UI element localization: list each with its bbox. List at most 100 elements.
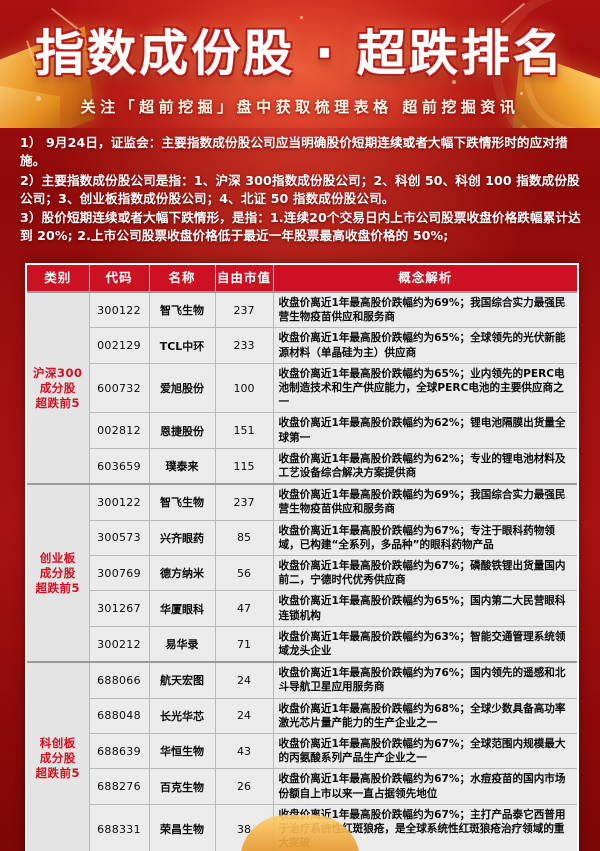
stock-name-cell: 兴齐眼药 bbox=[149, 519, 216, 556]
table-row[interactable]: 002812 恩捷股份 151 收盘价离近1年最高股价跌幅约为62%；锂电池隔膜出货量… bbox=[27, 412, 577, 449]
col-header-category: 类别 bbox=[27, 265, 90, 292]
concept-analysis-cell: 收盘价离近1年最高股价跌幅约为65%；全球领先的光伏新能源材料（单晶硅为主）供应… bbox=[273, 327, 577, 364]
banner-decoration bbox=[0, 0, 600, 128]
concept-analysis-cell: 收盘价离近1年最高股价跌幅约为65%；国内第二大民营眼科连锁机构 bbox=[273, 590, 577, 627]
free-market-cap-cell: 43 bbox=[215, 733, 274, 769]
table-row[interactable]: 300573 兴齐眼药 85 收盘价离近1年最高股价跌幅约为67%；专注于眼科药物领域… bbox=[27, 519, 577, 556]
concept-analysis-cell: 收盘价离近1年最高股价跌幅约为76%；国内领先的遥感和北斗导航卫星应用服务商 bbox=[273, 661, 577, 699]
table-row[interactable]: 603659 璞泰来 115 收盘价离近1年最高股价跌幅约为62%；专业的锂电池材料及… bbox=[27, 447, 577, 485]
table-row[interactable]: 301267 华厦眼科 47 收盘价离近1年最高股价跌幅约为65%；国内第二大民营眼科… bbox=[27, 590, 577, 627]
page-title: 指数成份股 · 超跌排名 bbox=[35, 25, 565, 82]
stock-code-cell: 600732 bbox=[89, 362, 150, 413]
free-market-cap-cell: 24 bbox=[215, 661, 274, 699]
spark-dot-icon bbox=[92, 70, 96, 74]
col-header-code: 代码 bbox=[89, 265, 150, 292]
stock-code-cell: 688048 bbox=[89, 697, 150, 734]
table-row[interactable]: 创业板 成分股 超跌前5 300122 智飞生物 237 收盘价离近1年最高股价跌幅约为69… bbox=[27, 483, 577, 663]
free-market-cap-cell: 151 bbox=[215, 412, 274, 449]
stock-name-cell: 航天宏图 bbox=[149, 661, 216, 699]
stock-name-cell: 长光华芯 bbox=[149, 697, 216, 734]
stock-name-cell: 荣昌生物 bbox=[149, 803, 216, 851]
table-row[interactable]: 002129 TCL中环 233 收盘价离近1年最高股价跌幅约为65%；全球领先的光伏… bbox=[27, 327, 577, 364]
concept-analysis-cell: 收盘价离近1年最高股价跌幅约为65%；业内领先的PERC电池制造技术和生产供应能… bbox=[273, 362, 577, 413]
stock-name-cell: 智飞生物 bbox=[149, 483, 216, 521]
col-header-concept: 概念解析 bbox=[273, 265, 577, 292]
table-row[interactable]: 600732 爱旭股份 100 收盘价离近1年最高股价跌幅约为65%；业内领先的PER… bbox=[27, 362, 577, 413]
free-market-cap-cell: 56 bbox=[215, 555, 274, 591]
stock-table-container: 类别 代码 名称 自由市值 概念解析 沪深300 成分股 超跌前5 300122 智飞生… bbox=[25, 263, 579, 851]
stock-name-cell: 智飞生物 bbox=[149, 291, 216, 328]
table-row[interactable]: 300769 德方纳米 56 收盘价离近1年最高股价跌幅约为67%；磷酸铁锂出货量国内… bbox=[27, 555, 577, 591]
table-header: 类别 代码 名称 自由市值 概念解析 bbox=[27, 265, 577, 292]
free-market-cap-cell: 237 bbox=[215, 483, 274, 521]
stock-code-cell: 688331 bbox=[89, 803, 150, 851]
stock-name-cell: 德方纳米 bbox=[149, 555, 216, 591]
intro-line-2: 2）主要指数成份股公司是指：1、沪深 300指数成份股公司；2、科创 50、科创… bbox=[20, 172, 580, 206]
gold-arc-right-icon bbox=[492, 0, 600, 128]
page-subtitle: 关注「超前挖掘」盘中获取梳理表格 超前挖掘资讯 bbox=[80, 98, 520, 116]
concept-analysis-cell: 收盘价离近1年最高股价跌幅约为67%；水痘疫苗的国内市场份额自上市以来一直占据领… bbox=[273, 768, 577, 805]
table-row[interactable]: 科创板 成分股 超跌前5 688066 航天宏图 24 收盘价离近1年最高股价跌幅约为76%… bbox=[27, 661, 577, 851]
gold-arc-right-inner-icon bbox=[524, 18, 600, 128]
stock-code-cell: 300769 bbox=[89, 555, 150, 591]
concept-analysis-cell: 收盘价离近1年最高股价跌幅约为67%；全球范围内规模最大的丙氨酸系列产品生产企业… bbox=[273, 733, 577, 769]
free-market-cap-cell: 237 bbox=[215, 291, 274, 328]
spark-dot-icon bbox=[36, 96, 41, 101]
table-body: 沪深300 成分股 超跌前5 300122 智飞生物 237 收盘价离近1年最高股价跌幅约为… bbox=[27, 290, 577, 851]
stock-name-cell: 璞泰来 bbox=[149, 447, 216, 485]
intro-line-3: 3）股价短期连续或者大幅下跌情形，是指：1.连续20个交易日内上市公司股票收盘价… bbox=[20, 210, 581, 244]
stock-name-cell: 爱旭股份 bbox=[149, 362, 216, 413]
table-row[interactable]: 688639 华恒生物 43 收盘价离近1年最高股价跌幅约为67%；全球范围内规模最大… bbox=[27, 733, 577, 769]
stock-code-cell: 300122 bbox=[89, 291, 150, 328]
table-header-row: 类别 代码 名称 自由市值 概念解析 bbox=[27, 265, 577, 292]
concept-analysis-cell: 收盘价离近1年最高股价跌幅约为67%；专注于眼科药物领域，已构建“全系列，多品种… bbox=[273, 519, 577, 556]
col-header-marketcap: 自由市值 bbox=[215, 265, 274, 292]
stock-code-cell: 300122 bbox=[89, 483, 150, 521]
stock-name-cell: TCL中环 bbox=[149, 327, 216, 364]
free-market-cap-cell: 24 bbox=[215, 697, 274, 734]
stock-name-cell: 易华录 bbox=[149, 625, 216, 663]
stock-code-cell: 603659 bbox=[89, 447, 150, 485]
stock-name-cell: 华恒生物 bbox=[149, 733, 216, 769]
category-cell: 沪深300 成分股 超跌前5 bbox=[27, 290, 90, 485]
free-market-cap-cell: 47 bbox=[215, 590, 274, 627]
free-market-cap-cell: 115 bbox=[215, 447, 274, 485]
intro-line-1: 1） 9月24日，证监会：主要指数成份股公司应当明确股价短期连续或者大幅下跌情形… bbox=[20, 135, 568, 169]
free-market-cap-cell: 71 bbox=[215, 625, 274, 663]
spark-dot-icon bbox=[140, 34, 143, 37]
intro-block: 1） 9月24日，证监会：主要指数成份股公司应当明确股价短期连续或者大幅下跌情形… bbox=[14, 130, 598, 253]
category-cell: 科创板 成分股 超跌前5 bbox=[27, 661, 90, 851]
free-market-cap-cell: 26 bbox=[215, 768, 274, 805]
stock-code-cell: 300212 bbox=[89, 625, 150, 663]
table-row[interactable]: 688048 长光华芯 24 收盘价离近1年最高股价跌幅约为68%；全球少数具备高功率… bbox=[27, 697, 577, 734]
free-market-cap-cell: 233 bbox=[215, 327, 274, 364]
stock-code-cell: 300573 bbox=[89, 519, 150, 556]
stock-code-cell: 688276 bbox=[89, 768, 150, 805]
stock-name-cell: 华厦眼科 bbox=[149, 590, 216, 627]
table-row[interactable]: 沪深300 成分股 超跌前5 300122 智飞生物 237 收盘价离近1年最高股价跌幅约为… bbox=[27, 290, 577, 485]
table-row[interactable]: 300212 易华录 71 收盘价离近1年最高股价跌幅约为63%；智能交通管理系统领域… bbox=[27, 625, 577, 663]
free-market-cap-cell: 85 bbox=[215, 519, 274, 556]
free-market-cap-cell: 100 bbox=[215, 362, 274, 413]
stock-code-cell: 002129 bbox=[89, 327, 150, 364]
stock-code-cell: 688066 bbox=[89, 661, 150, 699]
stock-table: 类别 代码 名称 自由市值 概念解析 沪深300 成分股 超跌前5 300122 智飞生… bbox=[27, 265, 577, 851]
concept-analysis-cell: 收盘价离近1年最高股价跌幅约为69%；我国综合实力最强民营生物疫苗供应和服务商 bbox=[273, 291, 577, 328]
stock-name-cell: 恩捷股份 bbox=[149, 412, 216, 449]
stock-name-cell: 百克生物 bbox=[149, 768, 216, 805]
stock-code-cell: 301267 bbox=[89, 590, 150, 627]
concept-analysis-cell: 收盘价离近1年最高股价跌幅约为62%；专业的锂电池材料及工艺设备综合解决方案提供… bbox=[273, 447, 577, 485]
spark-dot-icon bbox=[452, 80, 456, 84]
concept-analysis-cell: 收盘价离近1年最高股价跌幅约为62%；锂电池隔膜出货量全球第一 bbox=[273, 412, 577, 449]
stock-code-cell: 688639 bbox=[89, 733, 150, 769]
table-row[interactable]: 688276 百克生物 26 收盘价离近1年最高股价跌幅约为67%；水痘疫苗的国内市场… bbox=[27, 768, 577, 805]
concept-analysis-cell: 收盘价离近1年最高股价跌幅约为67%；磷酸铁锂出货量国内前二，宁德时代优秀供应商 bbox=[273, 555, 577, 591]
spark-dot-icon bbox=[520, 92, 523, 95]
banner-glow bbox=[20, 0, 580, 128]
stock-code-cell: 002812 bbox=[89, 412, 150, 449]
concept-analysis-cell: 收盘价离近1年最高股价跌幅约为63%；智能交通管理系统领域龙头企业 bbox=[273, 625, 577, 663]
concept-analysis-cell: 收盘价离近1年最高股价跌幅约为69%；我国综合实力最强民营生物疫苗供应和服务商 bbox=[273, 483, 577, 521]
concept-analysis-cell: 收盘价离近1年最高股价跌幅约为68%；全球少数具备高功率激光芯片量产能力的生产企… bbox=[273, 697, 577, 734]
category-cell: 创业板 成分股 超跌前5 bbox=[27, 483, 90, 663]
